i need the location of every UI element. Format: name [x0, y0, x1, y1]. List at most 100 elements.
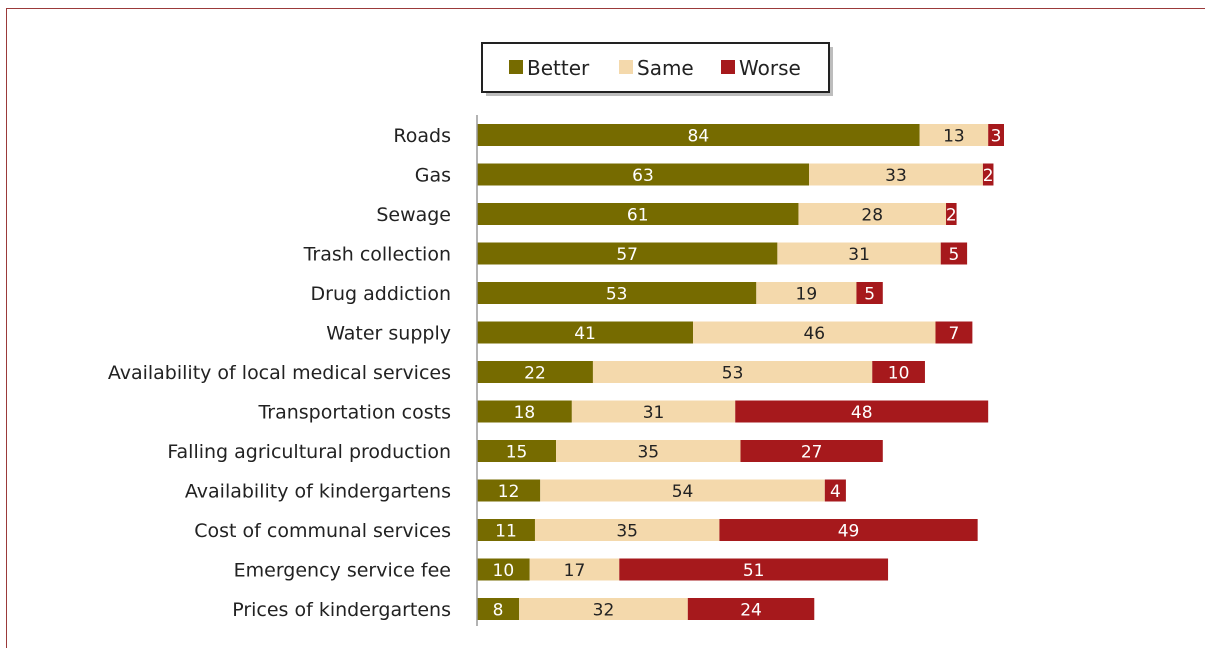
value-label-worse-availability-of-local-medical-services: 10 [888, 364, 910, 384]
bar-worse-transportation-costs [735, 400, 989, 423]
category-label-availability-of-kindergartens: Availability of kindergartens [185, 481, 451, 503]
bar-better-drug-addiction [477, 282, 757, 304]
value-label-same-prices-of-kindergartens: 32 [593, 601, 615, 621]
bar-better-water-supply [477, 321, 694, 344]
bar-worse-cost-of-communal-services [719, 519, 978, 541]
bar-worse-falling-agricultural-production [740, 440, 883, 462]
value-label-same-emergency-service-fee: 17 [564, 561, 586, 581]
legend-label-same: Same [637, 56, 694, 80]
value-label-same-gas: 33 [885, 166, 907, 186]
bar-better-emergency-service-fee [477, 558, 530, 581]
value-label-worse-roads: 3 [991, 127, 1002, 147]
value-label-same-trash-collection: 31 [848, 245, 870, 265]
value-label-better-roads: 84 [688, 127, 710, 147]
value-label-better-availability-of-local-medical-services: 22 [524, 364, 546, 384]
bar-better-availability-of-local-medical-services [477, 361, 593, 383]
value-label-same-availability-of-local-medical-services: 53 [722, 364, 744, 384]
category-label-water-supply: Water supply [326, 323, 451, 345]
chart-frame [6, 8, 1205, 648]
legend-swatch-better [509, 60, 523, 74]
value-label-better-prices-of-kindergartens: 8 [493, 601, 504, 621]
value-label-worse-cost-of-communal-services: 49 [838, 522, 860, 542]
category-label-roads: Roads [393, 125, 451, 147]
value-label-better-transportation-costs: 18 [514, 403, 536, 423]
category-label-emergency-service-fee: Emergency service fee [234, 560, 451, 582]
legend: Better Same Worse [481, 42, 833, 96]
category-label-falling-agricultural-production: Falling agricultural production [167, 441, 451, 463]
bar-same-availability-of-kindergartens [540, 479, 825, 502]
bar-worse-trash-collection [940, 242, 968, 265]
category-label-drug-addiction: Drug addiction [311, 283, 451, 305]
value-label-better-drug-addiction: 53 [606, 285, 628, 305]
bar-worse-prices-of-kindergartens [687, 598, 815, 620]
bar-same-roads [919, 124, 989, 146]
value-label-same-falling-agricultural-production: 35 [637, 443, 659, 463]
bar-same-prices-of-kindergartens [519, 598, 688, 620]
value-label-better-availability-of-kindergartens: 12 [498, 482, 520, 502]
legend-label-better: Better [527, 56, 590, 80]
bar-better-availability-of-kindergartens [477, 479, 541, 502]
legend-label-worse: Worse [739, 56, 801, 80]
category-label-availability-of-local-medical-services: Availability of local medical services [108, 362, 451, 384]
bar-worse-water-supply [935, 321, 973, 344]
value-label-same-drug-addiction: 19 [796, 285, 818, 305]
category-label-gas: Gas [415, 165, 451, 187]
bar-better-cost-of-communal-services [477, 519, 535, 541]
category-label-cost-of-communal-services: Cost of communal services [194, 520, 451, 542]
bar-worse-gas [982, 163, 994, 186]
value-label-worse-drug-addiction: 5 [864, 285, 875, 305]
value-label-same-transportation-costs: 31 [643, 403, 665, 423]
value-label-worse-availability-of-kindergartens: 4 [830, 482, 841, 502]
value-label-same-availability-of-kindergartens: 54 [672, 482, 694, 502]
value-label-better-gas: 63 [632, 166, 654, 186]
value-label-better-trash-collection: 57 [616, 245, 638, 265]
bar-same-sewage [798, 203, 947, 225]
value-label-better-water-supply: 41 [574, 324, 596, 344]
bar-same-availability-of-local-medical-services [592, 361, 873, 383]
value-label-same-sewage: 28 [861, 206, 883, 226]
category-labels: Roads Gas Sewage Trash collection Drug addic… [108, 125, 451, 621]
category-label-sewage: Sewage [376, 204, 451, 226]
bar-better-trash-collection [477, 242, 778, 265]
bar-worse-sewage [946, 203, 957, 225]
value-label-better-falling-agricultural-production: 15 [506, 443, 528, 463]
value-label-worse-sewage: 2 [946, 206, 957, 226]
bar-same-transportation-costs [571, 400, 736, 423]
value-label-same-roads: 13 [943, 127, 965, 147]
legend-swatch-worse [721, 60, 735, 74]
value-label-worse-water-supply: 7 [949, 324, 960, 344]
bar-worse-roads [988, 124, 1004, 146]
bar-same-emergency-service-fee [529, 558, 620, 581]
value-label-better-cost-of-communal-services: 11 [495, 522, 517, 542]
value-label-same-water-supply: 46 [803, 324, 825, 344]
bar-worse-emergency-service-fee [619, 558, 889, 581]
value-label-worse-trash-collection: 5 [949, 245, 960, 265]
bar-better-sewage [477, 203, 799, 225]
value-label-worse-transportation-costs: 48 [851, 403, 873, 423]
value-label-better-sewage: 61 [627, 206, 649, 226]
category-label-prices-of-kindergartens: Prices of kindergartens [232, 599, 451, 621]
bar-same-falling-agricultural-production [556, 440, 741, 462]
bar-better-transportation-costs [477, 400, 572, 423]
legend-swatch-same [619, 60, 633, 74]
bar-same-cost-of-communal-services [534, 519, 720, 541]
bar-same-water-supply [693, 321, 936, 344]
value-label-worse-falling-agricultural-production: 27 [801, 443, 823, 463]
value-label-worse-prices-of-kindergartens: 24 [740, 601, 762, 621]
value-label-same-cost-of-communal-services: 35 [616, 522, 638, 542]
bar-worse-availability-of-local-medical-services [872, 361, 925, 383]
value-label-worse-emergency-service-fee: 51 [743, 561, 765, 581]
bar-better-gas [477, 163, 810, 186]
bar-worse-drug-addiction [856, 282, 883, 304]
legend-box [481, 42, 830, 93]
value-label-worse-gas: 2 [983, 166, 994, 186]
bar-same-trash-collection [777, 242, 941, 265]
bar-same-drug-addiction [756, 282, 857, 304]
category-label-trash-collection: Trash collection [303, 244, 451, 266]
bar-better-roads [477, 124, 920, 146]
bar-better-falling-agricultural-production [477, 440, 557, 462]
bar-worse-availability-of-kindergartens [824, 479, 846, 502]
category-label-transportation-costs: Transportation costs [257, 402, 451, 424]
